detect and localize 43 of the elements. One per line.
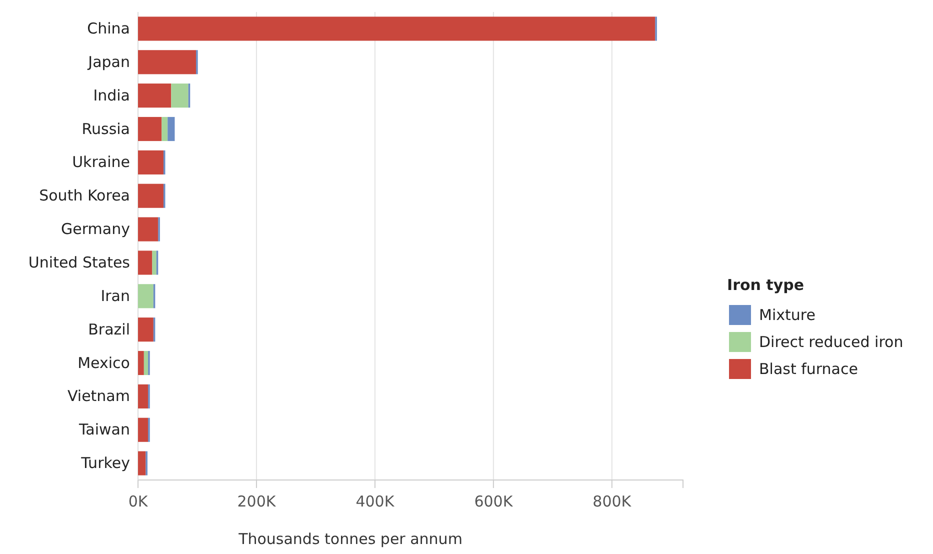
bar bbox=[138, 384, 148, 408]
y-tick-label: United States bbox=[28, 254, 130, 272]
bar bbox=[171, 84, 188, 108]
y-tick-label: India bbox=[93, 86, 130, 104]
bar bbox=[138, 84, 172, 108]
x-tick-label: 200K bbox=[237, 492, 277, 511]
y-tick-label: Taiwan bbox=[78, 420, 130, 439]
y-tick-label: South Korea bbox=[39, 186, 130, 205]
x-tick-label: 0K bbox=[128, 492, 149, 511]
y-tick-label: Ukraine bbox=[72, 153, 130, 172]
legend-label: Blast furnace bbox=[759, 360, 858, 378]
bar bbox=[138, 184, 164, 208]
bar bbox=[138, 451, 146, 476]
x-tick-label: 400K bbox=[356, 492, 396, 511]
y-tick-label: Iran bbox=[100, 286, 130, 305]
legend-label: Direct reduced iron bbox=[759, 333, 904, 351]
x-tick-label: 800K bbox=[592, 492, 632, 511]
y-tick-label: China bbox=[87, 20, 130, 38]
bar bbox=[138, 250, 152, 275]
y-tick-label: Brazil bbox=[88, 320, 130, 338]
y-tick-label: Russia bbox=[82, 120, 130, 138]
legend-title: Iron type bbox=[727, 276, 804, 294]
y-tick-label: Vietnam bbox=[67, 387, 130, 406]
bar bbox=[162, 116, 168, 142]
x-tick-label: 600K bbox=[474, 492, 514, 511]
bar bbox=[138, 116, 162, 142]
bar bbox=[138, 350, 144, 376]
y-tick-label: Mexico bbox=[78, 354, 130, 372]
bar bbox=[152, 250, 156, 275]
bar bbox=[138, 217, 158, 242]
bar bbox=[138, 284, 154, 308]
bar bbox=[138, 418, 148, 442]
bar bbox=[138, 16, 656, 41]
bar bbox=[144, 350, 148, 376]
bar bbox=[168, 116, 175, 142]
y-tick-label: Turkey bbox=[80, 454, 130, 472]
x-axis-title: Thousands tonnes per annum bbox=[238, 530, 462, 548]
bar bbox=[138, 50, 196, 74]
legend-label: Mixture bbox=[759, 306, 816, 324]
bar bbox=[138, 150, 164, 174]
bar bbox=[138, 318, 154, 342]
y-tick-label: Germany bbox=[61, 220, 130, 238]
y-tick-label: Japan bbox=[87, 52, 130, 71]
